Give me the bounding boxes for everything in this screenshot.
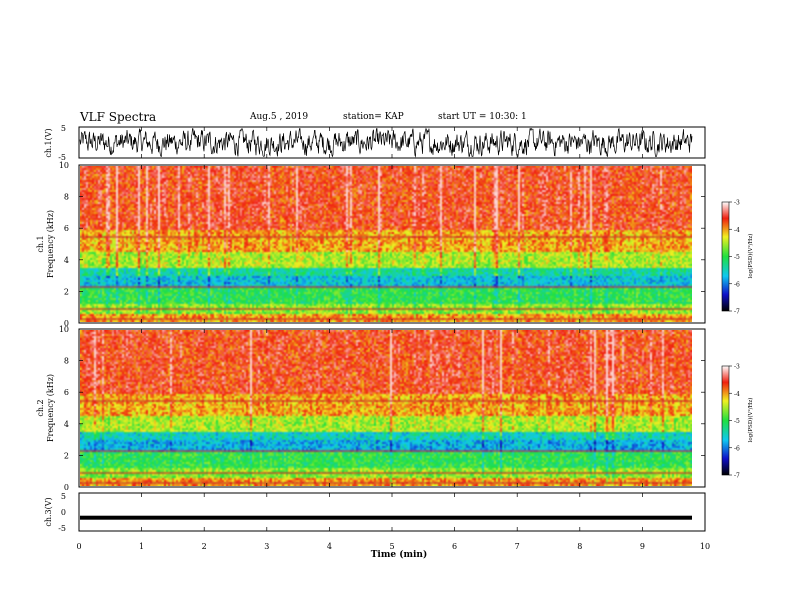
colorbar-tick-label: -6 <box>734 281 740 288</box>
colorbar-tick-label: -3 <box>734 364 740 371</box>
ch2-spec-yticks: 0 2 4 6 8 10 <box>59 325 705 492</box>
station-label: station= KAP <box>343 112 404 122</box>
ch3-ytick-mid: 0 <box>61 508 66 517</box>
freq-tick-label: 6 <box>64 388 69 397</box>
x-tick-label: 10 <box>700 542 710 551</box>
freq-tick-label: 6 <box>64 224 69 233</box>
x-tick-label: 9 <box>640 542 645 551</box>
ch1-spec-yticks: 0 2 4 6 8 10 <box>59 161 705 328</box>
ch3-ylabel: ch.3(V) <box>44 497 53 526</box>
ch1-spectrogram-image <box>80 166 692 322</box>
freq-tick-label: 0 <box>64 319 69 328</box>
freq-tick-label: 10 <box>59 161 69 170</box>
ch1-colorbar: -3 -4 -5 -6 -7 log(PSD)(V²/Hz) <box>721 200 754 316</box>
x-tick-label: 6 <box>452 542 457 551</box>
x-tick-label: 8 <box>577 542 582 551</box>
ch3-ytick-bottom: -5 <box>58 524 66 533</box>
x-tick-label: 7 <box>515 542 520 551</box>
colorbar-tick-label: -7 <box>734 473 740 480</box>
ch2-spec-ylabel-1: ch.2 <box>36 399 45 416</box>
colorbar-tick-label: -4 <box>734 391 740 398</box>
x-tick-label: 2 <box>202 542 207 551</box>
x-axis-ticks: 0 1 2 3 4 5 6 7 8 9 10 <box>76 127 710 551</box>
chart-title: VLF Spectra <box>80 110 157 124</box>
ch3-panel: 5 0 -5 ch.3(V) <box>44 492 706 533</box>
colorbar-tick-label: -5 <box>734 254 740 261</box>
freq-tick-label: 2 <box>64 451 69 460</box>
colorbar-tick-label: -7 <box>734 309 740 316</box>
ch2-colorbar-label: log(PSD)(V²/Hz) <box>747 398 754 443</box>
colorbar-tick-label: -5 <box>734 418 740 425</box>
freq-tick-label: 8 <box>64 357 69 366</box>
x-tick-label: 4 <box>327 542 332 551</box>
x-tick-label: 0 <box>76 542 81 551</box>
x-tick-label: 1 <box>139 542 144 551</box>
freq-tick-label: 4 <box>64 256 69 265</box>
ch1-waveform-line <box>79 127 693 158</box>
freq-tick-label: 4 <box>64 420 69 429</box>
ch1-waveform-panel: 5 -5 ch.1(V) <box>44 124 706 162</box>
freq-tick-label: 8 <box>64 193 69 202</box>
ch2-spec-ylabel-2: Frequency (kHz) <box>46 374 55 442</box>
ch3-ytick-top: 5 <box>61 492 66 501</box>
ch1-spectrogram-panel: ch.1 Frequency (kHz) 0 2 4 6 8 10 <box>36 161 706 328</box>
x-axis-label: Time (min) <box>371 549 428 560</box>
ch1-ylabel: ch.1(V) <box>44 128 53 157</box>
ch1-spec-ylabel-2: Frequency (kHz) <box>46 210 55 278</box>
start-time-label: start UT = 10:30: 1 <box>438 112 527 122</box>
colorbar-tick-label: -3 <box>734 200 740 207</box>
ch1-ytick-bottom: -5 <box>58 153 66 162</box>
colorbar-tick-label: -4 <box>734 227 740 234</box>
ch2-spectrogram-panel: ch.2 Frequency (kHz) 0 2 4 6 8 10 <box>36 325 706 492</box>
freq-tick-label: 0 <box>64 483 69 492</box>
ch1-spec-ylabel-1: ch.1 <box>36 235 45 252</box>
x-tick-label: 5 <box>389 542 394 551</box>
freq-tick-label: 10 <box>59 325 69 334</box>
x-tick-label: 3 <box>264 542 269 551</box>
ch1-colorbar-label: log(PSD)(V²/Hz) <box>747 234 754 279</box>
ch2-colorbar: -3 -4 -5 -6 -7 log(PSD)(V²/Hz) <box>721 364 754 480</box>
ch1-ytick-top: 5 <box>61 124 66 133</box>
ch3-signal-line <box>80 515 692 520</box>
freq-tick-label: 2 <box>64 287 69 296</box>
colorbar-tick-label: -6 <box>734 445 740 452</box>
date-label: Aug.5 , 2019 <box>250 112 309 122</box>
ch2-spectrogram-image <box>80 330 692 486</box>
